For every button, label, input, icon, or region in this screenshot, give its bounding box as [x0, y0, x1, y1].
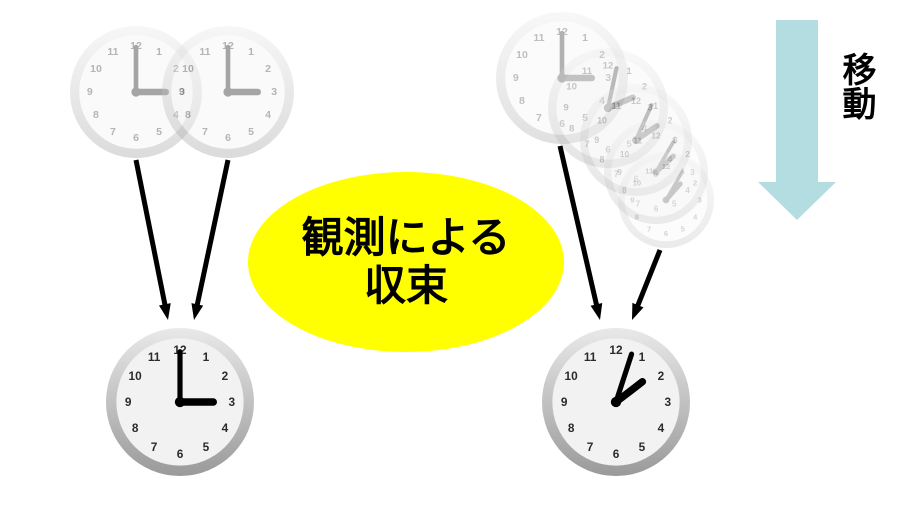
converge-arrow-left_a: [136, 160, 171, 320]
diagram-stage: 観測による 収束 移動 1234567891011121234567891011…: [0, 0, 900, 507]
converge-arrow-right_a: [560, 146, 602, 320]
converge-arrow-right_b: [632, 250, 660, 320]
converge-arrow-left_b: [191, 160, 228, 320]
converge-arrows-layer: [0, 0, 900, 507]
